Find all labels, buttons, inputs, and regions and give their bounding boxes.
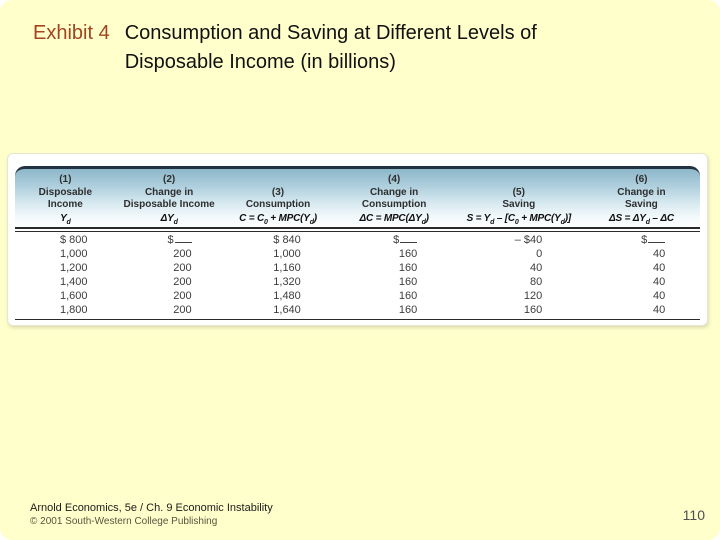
table-cell: 1,600: [59, 290, 88, 302]
column-number: (3): [271, 186, 285, 198]
table-cell: 40: [652, 276, 666, 288]
title-line1: Consumption and Saving at Different Leve…: [124, 22, 537, 44]
table-cell: 1,400: [59, 276, 88, 288]
table-cell: 160: [398, 276, 418, 288]
slide-title: Exhibit 4 Consumption and Saving at Diff…: [33, 19, 537, 77]
table-cell: 1,000: [59, 248, 88, 260]
table-cell: 1,000: [273, 248, 301, 260]
table-cell: 160: [523, 304, 543, 316]
column-formula: Yd: [60, 212, 71, 226]
table-row: 1,800 200 1,640 160 160 40: [14, 303, 701, 317]
table-cell: 40: [652, 290, 666, 302]
table-card: (1) Disposable Income Yd (2) Change in Disposa…: [7, 153, 708, 326]
table-cell: 1,800: [59, 304, 88, 316]
exhibit-label: Exhibit 4: [33, 22, 110, 44]
table-cell: 1,640: [273, 304, 301, 316]
table-cell: 200: [173, 262, 192, 274]
table-cell: 1,200: [59, 262, 88, 274]
column-number: (4): [388, 174, 401, 185]
column-header-2: (2) Change in Disposable Income ΔYd: [116, 174, 223, 226]
column-label: Change in: [617, 186, 666, 198]
table-cell: $: [584, 234, 701, 246]
column-number: (2): [163, 174, 176, 185]
table-cell: 200: [173, 276, 192, 288]
column-formula: ΔC = MPC(ΔYd): [359, 212, 429, 226]
column-label: Change in: [369, 186, 419, 198]
column-formula: C = C0 + MPC(Yd): [239, 212, 317, 226]
column-header-1: (1) Disposable Income Yd: [15, 174, 116, 226]
fill-in-blank: [648, 234, 666, 243]
column-label: Disposable: [38, 186, 93, 198]
table-cell: 200: [173, 304, 192, 316]
header-rule-thin: [15, 231, 700, 232]
table-cell: – $40: [514, 234, 543, 246]
table-cell: 1,480: [273, 290, 301, 302]
title-text: Consumption and Saving at Different Leve…: [125, 19, 537, 77]
column-header-6: (6) Change in Saving ΔS = ΔYd – ΔC: [583, 174, 700, 226]
column-header-4: (4) Change in Consumption ΔC = MPC(ΔYd): [334, 174, 455, 226]
table-cell: 40: [530, 262, 543, 274]
table-cell: 1,320: [273, 276, 301, 288]
column-number: (5): [512, 186, 525, 198]
table-cell: 160: [398, 262, 418, 274]
table-cell: 40: [652, 248, 666, 260]
column-label: Disposable Income: [123, 199, 215, 210]
footer-copyright: © 2001 South-Western College Publishing: [30, 516, 218, 527]
column-number: (1): [59, 174, 72, 185]
column-label: Consumption: [245, 199, 311, 210]
table-cell: $ 800: [59, 234, 88, 246]
column-formula: ΔS = ΔYd – ΔC: [608, 212, 674, 226]
table-row: $ 800 $ $ 840 $ – $40 $: [14, 233, 701, 247]
column-label: Saving: [625, 199, 658, 210]
table-cell: 0: [536, 248, 543, 260]
column-label: Income: [47, 199, 83, 210]
column-header-3: (3) Consumption C = C0 + MPC(Yd): [223, 187, 334, 226]
table-cell: $: [115, 234, 222, 246]
table-cell: 200: [173, 290, 192, 302]
table-cell: $ 840: [273, 234, 301, 246]
table-cell: 40: [652, 262, 666, 274]
column-number: (6): [635, 174, 648, 185]
table-cell: 80: [530, 276, 543, 288]
table-row: 1,400 200 1,320 160 80 40: [14, 275, 701, 289]
header-rule-thick: [15, 227, 700, 229]
column-header-5: (5) Saving S = Yd – [C0 + MPC(Yd)]: [455, 187, 583, 226]
fill-in-blank: [174, 234, 192, 243]
table-header: (1) Disposable Income Yd (2) Change in Disposa…: [15, 166, 700, 227]
table-cell: 160: [398, 304, 418, 316]
column-label: Saving: [502, 199, 536, 210]
table-cell: 160: [398, 248, 418, 260]
table-cell: 200: [173, 248, 192, 260]
table-cell: 120: [523, 290, 543, 302]
table-cell: 40: [652, 304, 666, 316]
table-bottom-rule: [15, 319, 700, 320]
table-cell: 160: [398, 290, 418, 302]
table-row: 1,600 200 1,480 160 120 40: [14, 289, 701, 303]
title-line2: Disposable Income (in billions): [124, 51, 396, 73]
table-body: $ 800 $ $ 840 $ – $40 $1,000 200 1,000 160 0 40 1,2…: [14, 233, 701, 317]
column-label: Change in: [144, 186, 194, 198]
footer-source: Arnold Economics, 5e / Ch. 9 Economic In…: [30, 502, 273, 514]
fill-in-blank: [400, 234, 418, 243]
footer: Arnold Economics, 5e / Ch. 9 Economic In…: [30, 501, 273, 528]
column-label: Consumption: [361, 199, 427, 210]
table-cell: 1,160: [273, 262, 301, 274]
table-row: 1,000 200 1,000 160 0 40: [14, 247, 701, 261]
column-formula: ΔYd: [160, 212, 178, 226]
table-row: 1,200 200 1,160 160 40 40: [14, 261, 701, 275]
page-number: 110: [682, 507, 705, 523]
column-formula: S = Yd – [C0 + MPC(Yd)]: [466, 212, 572, 226]
table-cell: $: [333, 234, 455, 246]
